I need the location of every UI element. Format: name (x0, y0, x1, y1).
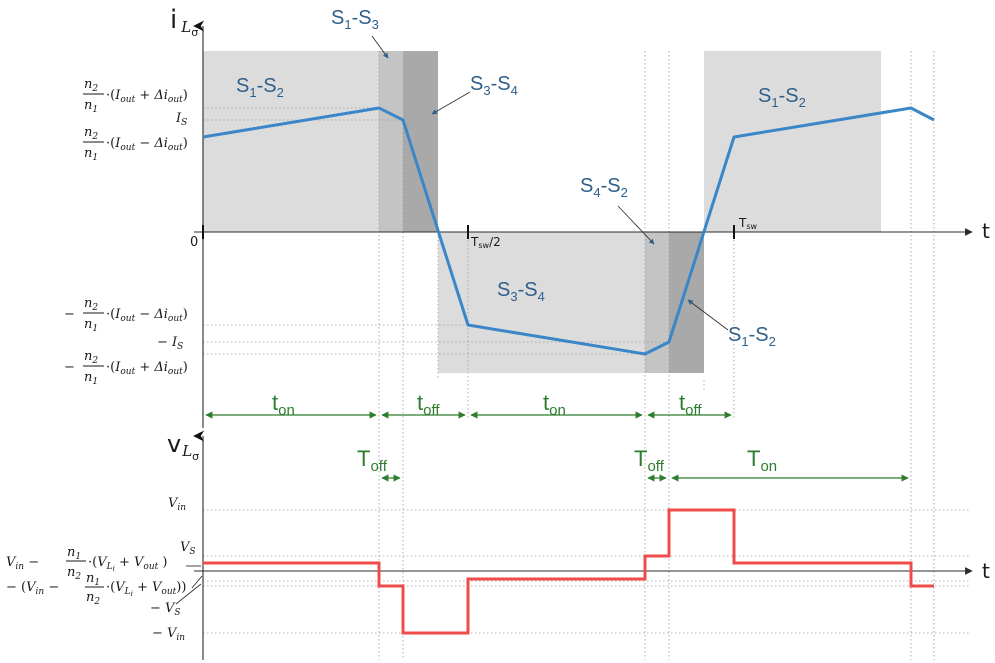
svg-text:n2: n2 (84, 77, 98, 94)
inductor-voltage-trace (203, 508, 934, 635)
leader-s1s3 (371, 35, 389, 59)
svg-text:n2: n2 (84, 296, 98, 313)
label-s1s2-lower: S1-S2 (728, 324, 776, 349)
leader-s1s2-lower (687, 299, 729, 331)
t-label-top: t (982, 219, 990, 243)
label-s1s3: S1-S3 (331, 7, 379, 32)
svg-text:n1: n1 (84, 146, 98, 163)
label-s4s2: S4-S2 (580, 175, 628, 200)
current-axis-label: i Lσ (170, 5, 198, 39)
svg-text:−: − (64, 307, 75, 322)
leader-s3s4-upper (431, 91, 471, 115)
svg-text:n1: n1 (84, 317, 98, 334)
svg-text:−: − (64, 360, 75, 375)
t-label-bottom: t (982, 559, 990, 583)
voltage-axes (193, 430, 973, 660)
svg-text:Vin −: Vin − (6, 555, 39, 572)
label-s1s2-right: S1-S2 (758, 85, 806, 110)
interval-arrows (205, 411, 909, 482)
svg-text:n2: n2 (84, 125, 98, 142)
svg-text:·(Iout + Δiout): ·(Iout + Δiout) (106, 360, 188, 377)
voltage-label-leaders (175, 565, 203, 605)
current-level-upper-plus: n2 n1 ·(Iout + Δiout) (83, 77, 188, 115)
voltage-level-mid-pos: Vin − n1 n2 ·(VLi + Vout ) (6, 545, 167, 582)
current-level-lower-minus: − n2 n1 ·(Iout − Δiout) (64, 296, 188, 334)
interval-t-on-1: ton (272, 390, 295, 419)
voltage-axis-label: vLσ (167, 430, 199, 463)
svg-text:n2: n2 (86, 590, 100, 607)
voltage-level-neg-vs: − VS (150, 601, 181, 618)
svg-text:·(Iout + Δiout): ·(Iout + Δiout) (106, 88, 188, 105)
interval-t-off-2: toff (679, 390, 702, 419)
svg-text:n1: n1 (84, 370, 98, 387)
svg-text:n2: n2 (84, 349, 98, 366)
grid-lines (203, 51, 970, 660)
interval-T-off-1: Toff (357, 446, 388, 475)
svg-text:·(VLi + Vout ): ·(VLi + Vout ) (88, 555, 167, 573)
interval-T-on: Ton (747, 446, 777, 475)
label-s3s4-upper: S3-S4 (470, 73, 518, 98)
voltage-level-mid-neg: − (Vin − n1 n2 ·(VLi + Vout)) (6, 571, 186, 607)
leader-s4s2 (617, 205, 655, 245)
svg-text:n1: n1 (67, 545, 81, 562)
inductor-current-trace (202, 106, 935, 356)
tsw-half-label: Tsw/2 (470, 235, 501, 250)
current-axes (193, 20, 973, 428)
voltage-level-vs: VS (180, 540, 196, 557)
label-s1s2-left: S1-S2 (236, 75, 284, 100)
voltage-level-neg-vin: − Vin (152, 626, 185, 643)
svg-text:n1: n1 (84, 98, 98, 115)
svg-text:·(VLi + Vout)): ·(VLi + Vout)) (106, 580, 186, 598)
current-level-is-neg: − IS (157, 335, 183, 352)
region-s1s2-lower (669, 232, 704, 373)
interval-T-off-2: Toff (634, 446, 665, 475)
region-s1s2-left (203, 51, 379, 232)
interval-t-off-1: toff (417, 390, 440, 419)
svg-text:·(Iout − Δiout): ·(Iout − Δiout) (106, 307, 188, 324)
current-level-upper-minus: n2 n1 ·(Iout − Δiout) (83, 125, 188, 163)
svg-text:− (Vin −: − (Vin − (6, 580, 59, 597)
voltage-level-vin: Vin (168, 496, 186, 513)
zero-label: 0 (190, 235, 198, 250)
region-s1s2-right (704, 51, 881, 232)
region-s1s3 (379, 51, 403, 232)
svg-text:n2: n2 (67, 565, 81, 582)
svg-text:n1: n1 (86, 571, 100, 588)
svg-text:·(Iout − Δiout): ·(Iout − Δiout) (106, 136, 188, 153)
label-s3s4-lower: S3-S4 (497, 279, 545, 304)
interval-t-on-2: ton (543, 390, 566, 419)
current-level-lower-plus: − n2 n1 ·(Iout + Δiout) (64, 349, 188, 387)
current-level-is-pos: IS (175, 111, 187, 128)
tsw-label: Tsw (738, 216, 758, 231)
